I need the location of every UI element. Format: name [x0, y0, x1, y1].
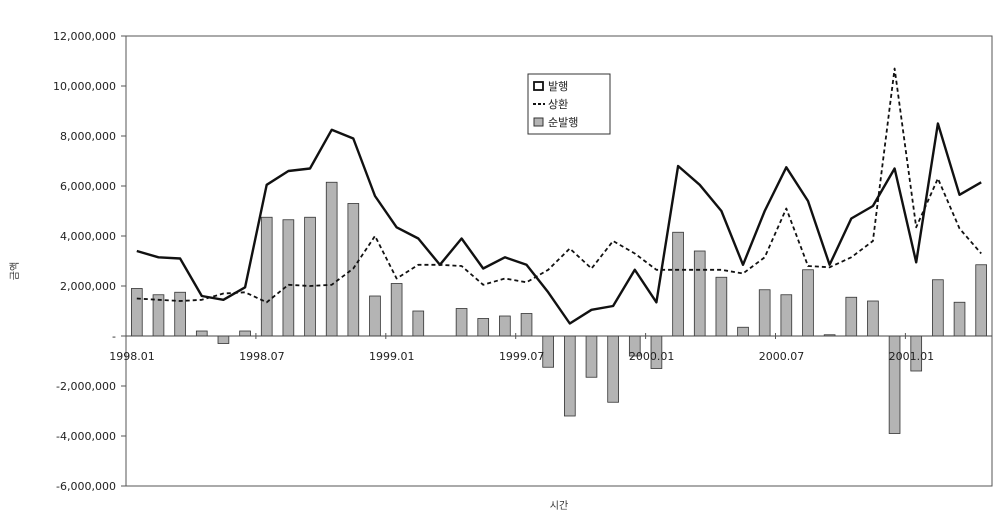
x-tick-label-5: 2000.07: [759, 350, 805, 363]
x-tick-label-6: 2001.01: [889, 350, 935, 363]
bar-net-issuance-7: [282, 219, 295, 337]
bar-net-issuance-6: [260, 216, 273, 337]
y-tick-label-4: 4,000,000: [60, 230, 116, 243]
bar-net-issuance-12: [390, 283, 403, 337]
bar-net-issuance-9: [325, 181, 338, 337]
legend: 발행 상환 순발행: [527, 73, 611, 135]
bar-net-issuance-10: [347, 203, 360, 337]
x-tick-label-3: 1999.07: [499, 350, 545, 363]
x-tick-label-1: 1998.07: [239, 350, 285, 363]
y-tick-label-1: 10,000,000: [53, 80, 116, 93]
y-axis-title: 금액: [9, 262, 21, 280]
line-series-1: [136, 67, 982, 304]
bar-net-issuance-4: [217, 335, 230, 344]
bar-net-issuance-11: [369, 295, 381, 337]
bar-net-issuance-16: [477, 318, 490, 337]
x-tick-label-4: 2000.01: [629, 350, 675, 363]
bar-net-issuance-25: [672, 231, 684, 337]
bar-net-issuance-0: [131, 288, 143, 337]
legend-swatch-issuance: [533, 81, 544, 91]
legend-label-net-issuance: 순발행: [548, 116, 578, 129]
line-series-0: [136, 122, 982, 325]
y-axis-ticks: 12,000,000 10,000,000 8,000,000 6,000,000 4,…: [53, 30, 126, 493]
bar-net-issuance-21: [585, 335, 598, 378]
bar-net-issuance-18: [520, 313, 533, 337]
bar-net-issuance-26: [693, 250, 706, 337]
bar-net-issuance-34: [867, 300, 879, 337]
bar-net-issuance-31: [802, 269, 814, 337]
bar-net-issuance-27: [715, 276, 728, 337]
bar-net-issuance-37: [932, 279, 944, 337]
x-tick-label-0: 1998.01: [109, 350, 155, 363]
bar-net-issuance-22: [607, 335, 619, 403]
bar-net-issuance-30: [780, 294, 793, 337]
bar-net-issuance-13: [412, 310, 425, 337]
line-series-group: [136, 67, 982, 325]
bar-net-issuance-28: [737, 326, 749, 337]
legend-label-redemption: 상환: [548, 98, 568, 111]
bar-net-issuance-39: [975, 264, 987, 337]
y-tick-label-0: 12,000,000: [53, 30, 116, 43]
bar-net-issuance-8: [304, 216, 316, 337]
y-tick-label-7: -2,000,000: [56, 380, 116, 393]
bar-net-issuance-29: [758, 289, 771, 337]
bar-net-issuance-20: [564, 335, 576, 417]
bar-net-issuance-17: [499, 315, 511, 337]
y-tick-label-3: 6,000,000: [60, 180, 116, 193]
legend-label-issuance: 발행: [548, 80, 568, 93]
bar-net-issuance-3: [195, 330, 208, 337]
x-axis-title: 시간: [550, 500, 568, 512]
bar-net-issuance-2: [174, 291, 186, 337]
bar-net-issuance-5: [239, 330, 251, 337]
bar-net-issuance-33: [845, 296, 858, 337]
y-tick-label-2: 8,000,000: [60, 130, 116, 143]
bar-net-issuance-15: [455, 308, 468, 337]
bar-net-issuance-1: [152, 294, 165, 337]
y-tick-label-6: -: [112, 330, 116, 343]
bar-net-issuance-38: [953, 301, 966, 337]
y-tick-label-9: -6,000,000: [56, 480, 116, 493]
x-axis-ticks: 1998.01 1998.07 1999.01 1999.07 2000.01 2000.…: [109, 333, 934, 363]
legend-swatch-net-issuance: [533, 117, 544, 127]
y-tick-label-5: 2,000,000: [60, 280, 116, 293]
bar-series-group: [131, 181, 987, 434]
y-tick-label-8: -4,000,000: [56, 430, 116, 443]
x-tick-label-2: 1999.01: [369, 350, 415, 363]
